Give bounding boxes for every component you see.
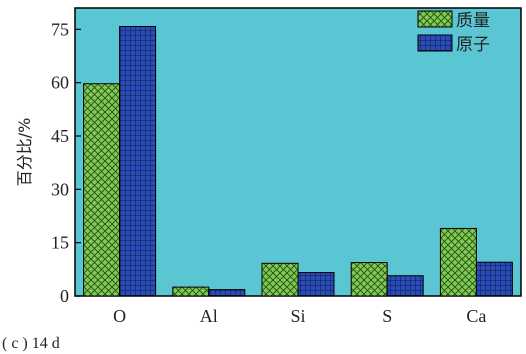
- bar-ca-atomic: [475, 261, 513, 297]
- figure-caption: ( c ) 14 d: [2, 335, 60, 352]
- y-tick-label: 30: [51, 179, 69, 199]
- bars-group: [83, 25, 513, 297]
- bar-al-atomic: [208, 289, 246, 297]
- y-tick-label: 0: [60, 286, 69, 306]
- y-tick-label: 15: [51, 233, 69, 253]
- y-tick-label: 75: [51, 19, 69, 39]
- x-tick-label-s: S: [382, 306, 392, 326]
- y-tick-label: 45: [51, 126, 69, 146]
- bar-si-mass: [261, 262, 299, 297]
- x-tick-label-o: O: [113, 306, 126, 326]
- legend-swatch-mass: [417, 10, 453, 28]
- bar-ca-mass: [439, 227, 477, 297]
- y-axis-label: 百分比/%: [15, 118, 34, 187]
- x-tick-label-ca: Ca: [466, 306, 486, 326]
- legend-label-atomic: 原子: [456, 35, 490, 55]
- bar-s-mass: [350, 262, 388, 297]
- bar-si-atomic: [297, 272, 335, 297]
- y-axis: 0 15 30 45 60 75: [51, 19, 81, 306]
- x-axis: O Al Si S Ca: [113, 290, 486, 326]
- x-tick-label-si: Si: [290, 306, 305, 326]
- legend-swatch-atomic: [417, 34, 453, 52]
- legend-label-mass: 质量: [456, 11, 490, 31]
- bar-al-mass: [172, 286, 210, 297]
- bar-o-mass: [83, 83, 121, 297]
- x-tick-label-al: Al: [200, 306, 218, 326]
- y-tick-label: 60: [51, 73, 69, 93]
- bar-s-atomic: [386, 275, 424, 297]
- bar-o-atomic: [119, 25, 157, 297]
